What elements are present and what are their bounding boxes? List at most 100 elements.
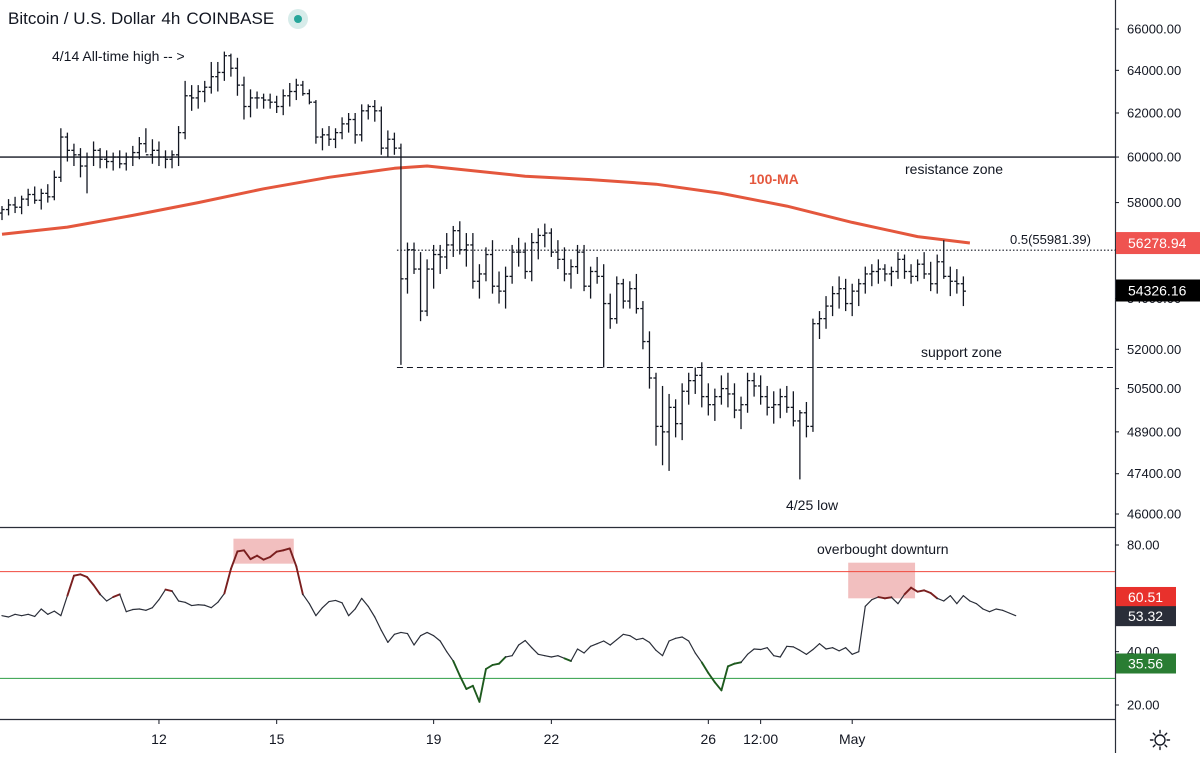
ohlc-bar [659, 385, 666, 466]
ohlc-bar [346, 112, 352, 133]
indicator-line-segment [799, 649, 808, 655]
ohlc-bar [862, 266, 868, 294]
ohlc-bar [829, 286, 836, 317]
indicator-line-segment [262, 556, 272, 561]
indicator-line-segment [485, 664, 494, 670]
indicator-line-segment [446, 651, 454, 662]
indicator-line-segment [688, 640, 696, 654]
ohlc-bar [110, 152, 116, 171]
ohlc-bar [908, 264, 914, 284]
indicator-line-segment [557, 655, 566, 659]
ohlc-bar [306, 89, 312, 105]
ohlc-bar [627, 281, 633, 309]
indicator-line-segment [635, 637, 644, 641]
indicator-line-segment [99, 593, 108, 602]
indicator-line-segment [288, 547, 298, 568]
indicator-line-segment [471, 684, 481, 703]
ohlc-bar [699, 362, 705, 408]
ohlc-bar [175, 126, 182, 167]
ohlc-bar [77, 148, 84, 178]
indicator-line-segment [890, 596, 899, 605]
indicator-line-segment [171, 590, 180, 602]
ohlc-bar [437, 244, 443, 274]
ohlc-bar [784, 385, 790, 413]
ohlc-bar [797, 410, 803, 480]
indicator-line-segment [413, 635, 422, 646]
ohlc-bar [385, 130, 391, 158]
ohlc-bar [882, 264, 888, 282]
indicator-line-segment [629, 635, 637, 641]
indicator-line-segment [40, 608, 49, 615]
ohlc-bar [241, 76, 247, 120]
ohlc-bar [378, 106, 384, 155]
support-zone-label: support zone [921, 344, 1002, 360]
indicator-line-segment [760, 647, 768, 651]
indicator-line-segment [419, 631, 428, 637]
indicator-line-segment [138, 608, 147, 611]
indicator-line-segment [661, 640, 670, 657]
ohlc-bar [686, 372, 692, 405]
indicator-line-segment [60, 595, 69, 617]
ohlc-bar [300, 80, 306, 96]
indicator-line-segment [773, 655, 781, 658]
ohlc-bar [25, 188, 31, 207]
price-axis-tick-label: 66000.00 [1127, 22, 1181, 37]
interval-label[interactable]: 4h [161, 9, 181, 28]
indicator-line-segment [583, 645, 592, 654]
ohlc-bar [836, 276, 842, 309]
ohlc-bar [104, 150, 110, 169]
indicator-line-segment [851, 651, 860, 655]
indicator-line-segment [779, 645, 788, 658]
ohlc-bar [221, 51, 227, 81]
indicator-line-segment [426, 631, 435, 637]
ohlc-bar [895, 252, 901, 279]
indicator-line-segment [361, 597, 369, 607]
ohlc-bar [496, 271, 502, 304]
indicator-line-segment [387, 633, 395, 643]
indicator-line-segment [753, 648, 762, 651]
ohlc-bar [195, 85, 201, 109]
ohlc-bar [136, 137, 142, 160]
indicator-line-segment [308, 603, 317, 617]
ohlc-bar [751, 372, 757, 397]
ohlc-bar [875, 259, 881, 284]
indicator-line-segment [204, 604, 212, 609]
ohlc-bar [803, 401, 810, 438]
indicator-line-segment [858, 605, 866, 653]
indicator-line-segment [321, 600, 330, 609]
ohlc-bar [463, 233, 469, 267]
price-axis-tick-label: 58000.00 [1127, 195, 1181, 210]
ohlc-bar [313, 100, 319, 144]
indicator-line-segment [949, 595, 958, 605]
settings-gear-icon[interactable] [1148, 728, 1172, 752]
ohlc-bar [673, 399, 679, 438]
indicator-line-segment [197, 604, 206, 606]
ohlc-bar [633, 273, 639, 314]
indicator-line-segment [969, 600, 978, 605]
indicator-line-segment [648, 641, 657, 651]
ohlc-bar [332, 128, 339, 149]
symbol-title[interactable]: Bitcoin / U.S. Dollar [8, 9, 156, 28]
indicator-line-segment [877, 596, 886, 600]
ohlc-bar [888, 266, 895, 287]
indicator-value-tag-3 [1116, 653, 1176, 674]
resistance-zone-label: resistance zone [905, 161, 1004, 177]
indicator-line-segment [576, 648, 585, 654]
ohlc-bar [601, 264, 607, 368]
indicator-line-segment [675, 636, 683, 639]
ohlc-bar [679, 383, 685, 441]
ohlc-bar [450, 225, 456, 257]
indicator-line-segment [831, 647, 840, 652]
ohlc-bar [718, 375, 724, 405]
indicator-line-segment [119, 593, 127, 613]
price-axis-tick-label: 62000.00 [1127, 105, 1181, 120]
ohlc-bar [359, 104, 365, 142]
indicator-line-segment [328, 599, 337, 603]
indicator-line-segment [589, 643, 598, 647]
indicator-value-tag-1 [1116, 586, 1176, 607]
ohlc-bar [130, 145, 136, 167]
ohlc-bar [712, 388, 718, 421]
indicator-line-segment [433, 635, 441, 642]
ohlc-bar [326, 126, 332, 146]
